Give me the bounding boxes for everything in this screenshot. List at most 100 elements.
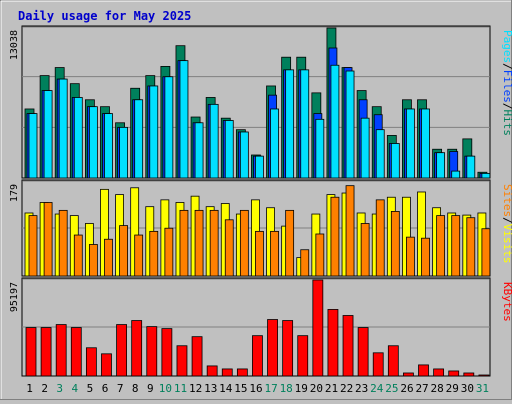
pages-bar-5 [88, 106, 98, 179]
day-label-7: 7 [117, 382, 124, 395]
sites-bar-1 [28, 215, 38, 277]
sites-bar-25 [390, 211, 400, 277]
day-label-16: 16 [249, 382, 262, 395]
kbytes-legend-part-0: KBytes [501, 282, 512, 322]
kbytes-bar-25 [387, 345, 399, 377]
kbytes-bar-23 [357, 327, 369, 377]
day-label-26: 26 [400, 382, 413, 395]
kbytes-bar-14 [221, 368, 233, 377]
sites-legend-part-2: Visits [501, 224, 512, 264]
day-label-28: 28 [431, 382, 444, 395]
sites-bar-23 [360, 223, 370, 277]
kbytes-bar-28 [433, 368, 445, 377]
kbytes-bar-20 [312, 279, 324, 377]
sites-bar-26 [406, 236, 415, 277]
kbytes-bar-22 [342, 315, 354, 377]
kbytes-bar-27 [418, 364, 429, 377]
sites-bar-7 [119, 225, 128, 277]
sites-bar-17 [270, 230, 279, 277]
kbytes-bar-26 [403, 372, 414, 377]
sites-bar-20 [315, 233, 325, 277]
pages-bar-15 [239, 131, 249, 179]
sites-bar-31 [481, 228, 491, 277]
kbytes-bar-2 [40, 327, 52, 377]
pages-bar-23 [360, 117, 370, 179]
kbytes-bar-19 [297, 335, 309, 377]
pages-bar-4 [73, 97, 83, 179]
day-label-9: 9 [147, 382, 154, 395]
day-label-23: 23 [355, 382, 368, 395]
kbytes-bar-4 [70, 327, 82, 377]
sites-bar-21 [330, 196, 340, 277]
sites-bar-3 [58, 209, 68, 277]
sites-bar-22 [345, 185, 355, 277]
sites-bar-11 [179, 209, 189, 277]
day-label-15: 15 [234, 382, 247, 395]
pages-bar-11 [179, 60, 189, 179]
day-label-3: 3 [56, 382, 63, 395]
pages-bar-12 [194, 122, 204, 179]
sites-bar-5 [88, 244, 98, 277]
sites-ymax-label: 179 [9, 184, 20, 202]
hits-legend-part-4: Hits [501, 110, 512, 137]
kbytes-bar-13 [206, 365, 218, 377]
day-label-24: 24 [370, 382, 384, 395]
day-label-21: 21 [325, 382, 338, 395]
day-label-13: 13 [204, 382, 217, 395]
pages-bar-6 [104, 113, 113, 179]
pages-bar-8 [134, 99, 144, 179]
pages-bar-20 [315, 118, 325, 179]
kbytes-bar-8 [131, 320, 143, 377]
sites-bar-14 [224, 219, 234, 277]
pages-bar-25 [390, 143, 400, 179]
hits-legend: Pages/Files/Hits [501, 30, 512, 136]
pages-bar-16 [255, 155, 264, 179]
day-label-29: 29 [446, 382, 459, 395]
kbytes-ymax-label: 95197 [9, 282, 20, 312]
pages-bar-17 [270, 108, 279, 179]
kbytes-bar-5 [85, 347, 97, 377]
pages-bar-26 [406, 108, 415, 179]
day-label-6: 6 [102, 382, 109, 395]
kbytes-bar-21 [327, 309, 339, 377]
sites-bar-12 [194, 209, 204, 277]
hits-ymax-label: 13038 [9, 30, 20, 60]
day-label-5: 5 [87, 382, 94, 395]
pages-bar-18 [285, 69, 295, 179]
sites-bar-29 [451, 215, 461, 277]
pages-bar-28 [436, 152, 446, 179]
sites-bar-6 [104, 238, 113, 277]
sites-bar-10 [164, 227, 174, 277]
sites-bar-24 [375, 199, 385, 277]
kbytes-bar-7 [116, 324, 127, 377]
pages-bar-13 [209, 103, 219, 179]
pages-bar-2 [43, 90, 53, 179]
kbytes-bar-6 [101, 353, 112, 377]
day-label-12: 12 [189, 382, 202, 395]
sites-legend: Sites/Visits [501, 184, 512, 264]
hits-legend-part-3: / [501, 103, 512, 110]
day-label-30: 30 [461, 382, 474, 395]
kbytes-bar-12 [191, 336, 203, 377]
kbytes-bar-24 [372, 352, 384, 377]
kbytes-bar-18 [282, 320, 294, 377]
sites-legend-part-0: Sites [501, 184, 512, 217]
kbytes-bar-9 [146, 326, 158, 377]
kbytes-bar-17 [267, 319, 278, 377]
kbytes-bar-1 [25, 327, 37, 377]
pages-bar-14 [224, 120, 234, 179]
pages-bar-21 [330, 64, 340, 179]
sites-bar-9 [149, 230, 159, 277]
day-label-22: 22 [340, 382, 353, 395]
day-label-10: 10 [159, 382, 172, 395]
kbytes-bar-15 [236, 368, 248, 377]
sites-bar-8 [134, 234, 144, 277]
day-label-27: 27 [415, 382, 428, 395]
kbytes-bar-10 [161, 328, 173, 377]
pages-bar-24 [375, 129, 385, 179]
pages-bar-29 [451, 170, 461, 179]
kbytes-bar-31 [478, 374, 490, 377]
sites-bar-18 [285, 209, 295, 277]
day-label-18: 18 [280, 382, 293, 395]
